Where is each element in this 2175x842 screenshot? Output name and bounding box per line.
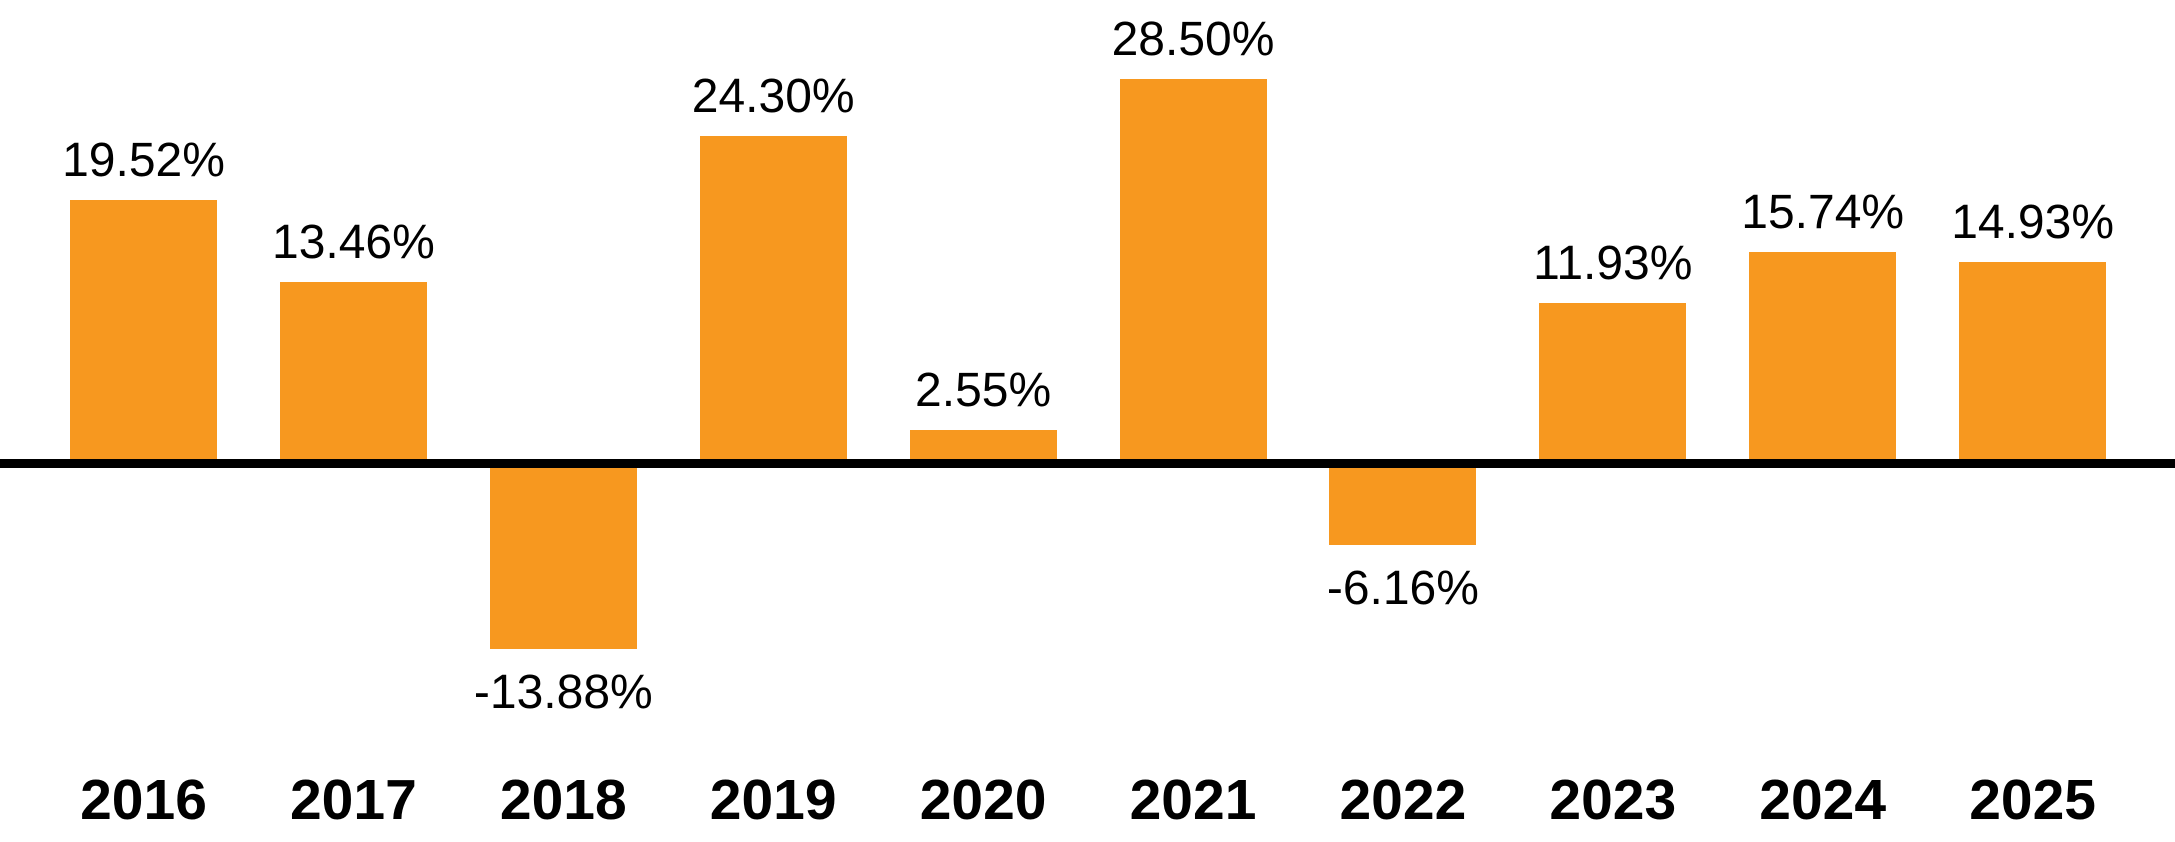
year-label-2022: 2022 bbox=[1339, 768, 1467, 832]
bar-2023 bbox=[1539, 302, 1687, 464]
value-label-2019: 24.30% bbox=[691, 69, 855, 123]
bar-2025 bbox=[1959, 262, 2107, 464]
value-label-2016: 19.52% bbox=[62, 134, 225, 188]
bar-2016 bbox=[70, 200, 217, 464]
year-label-2020: 2020 bbox=[919, 768, 1047, 832]
year-label-2019: 2019 bbox=[709, 768, 837, 832]
bar-2021 bbox=[1119, 79, 1267, 464]
bar-2024 bbox=[1749, 251, 1897, 464]
bar-2017 bbox=[279, 282, 427, 464]
value-label-2023: 11.93% bbox=[1533, 236, 1693, 290]
bar-2018 bbox=[489, 462, 637, 650]
year-label-2018: 2018 bbox=[499, 768, 627, 832]
year-label-2025: 2025 bbox=[1969, 768, 2096, 832]
bar-2019 bbox=[699, 135, 847, 464]
value-label-2020: 2.55% bbox=[915, 363, 1052, 417]
year-label-2024: 2024 bbox=[1759, 768, 1887, 832]
bar-2020 bbox=[909, 429, 1057, 464]
year-label-2023: 2023 bbox=[1549, 768, 1677, 832]
year-label-2017: 2017 bbox=[289, 768, 417, 832]
value-label-2025: 14.93% bbox=[1951, 196, 2114, 250]
value-label-2017: 13.46% bbox=[271, 216, 435, 270]
value-label-2021: 28.50% bbox=[1111, 13, 1275, 67]
value-label-2022: -6.16% bbox=[1326, 562, 1479, 616]
value-label-2024: 15.74% bbox=[1741, 185, 1905, 239]
zero-axis-line bbox=[0, 459, 2175, 468]
bar-2022 bbox=[1329, 462, 1477, 546]
year-label-2016: 2016 bbox=[80, 768, 207, 832]
year-label-2021: 2021 bbox=[1129, 768, 1257, 832]
value-label-2018: -13.88% bbox=[473, 666, 653, 720]
